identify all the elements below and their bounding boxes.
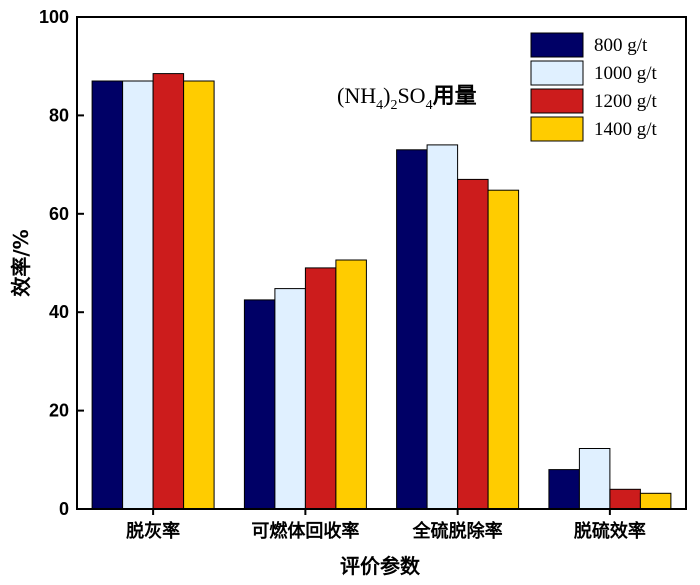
legend: 800 g/t 1000 g/t 1200 g/t 1400 g/t xyxy=(530,32,658,142)
bar-4-2 xyxy=(578,448,611,510)
y-axis-title: 效率/% xyxy=(9,229,33,296)
x-axis-title: 评价参数 xyxy=(340,554,421,578)
bar-4-4 xyxy=(639,492,672,510)
legend-label: 1200 g/t xyxy=(594,91,658,112)
x-tick-label: 可燃体回收率 xyxy=(251,520,359,542)
y-tick-label: 0 xyxy=(59,499,69,519)
annotation-label: (NH4)2SO4用量 xyxy=(337,83,477,113)
y-tick-label: 100 xyxy=(39,7,69,27)
bar-1-3 xyxy=(152,73,185,510)
legend-swatch xyxy=(530,32,584,58)
bar-2-1 xyxy=(243,299,276,510)
legend-label: 1400 g/t xyxy=(594,119,658,140)
legend-swatch xyxy=(530,88,584,114)
bar-2-3 xyxy=(304,267,337,510)
x-axis: 脱灰率 可燃体回收率 全硫脱除率 脱硫效率 xyxy=(126,509,646,542)
bar-3-4 xyxy=(487,189,520,510)
bar-1-2 xyxy=(122,80,154,510)
bars-group xyxy=(91,73,672,510)
bar-2-4 xyxy=(335,259,367,510)
bar-2-2 xyxy=(274,288,306,510)
legend-label: 800 g/t xyxy=(594,35,648,56)
legend-swatch xyxy=(530,60,584,86)
legend-swatch xyxy=(530,116,584,142)
y-axis: 0 20 40 60 80 100 xyxy=(39,7,84,519)
x-tick-label: 脱硫效率 xyxy=(574,520,646,542)
plot-frame xyxy=(76,16,687,510)
bar-3-3 xyxy=(457,178,489,510)
bar-1-4 xyxy=(183,80,215,510)
y-tick-label: 40 xyxy=(49,302,69,322)
bar-3-2 xyxy=(426,144,459,510)
y-tick-label: 80 xyxy=(49,105,69,125)
legend-label: 1000 g/t xyxy=(594,63,658,84)
bar-4-1 xyxy=(548,469,580,510)
bar-1-1 xyxy=(91,80,124,510)
bar-3-1 xyxy=(396,149,428,510)
y-tick-label: 60 xyxy=(49,204,69,224)
bar-4-3 xyxy=(609,488,641,510)
x-tick-label: 全硫脱除率 xyxy=(412,520,503,542)
x-tick-label: 脱灰率 xyxy=(126,520,180,542)
y-tick-label: 20 xyxy=(49,401,69,421)
